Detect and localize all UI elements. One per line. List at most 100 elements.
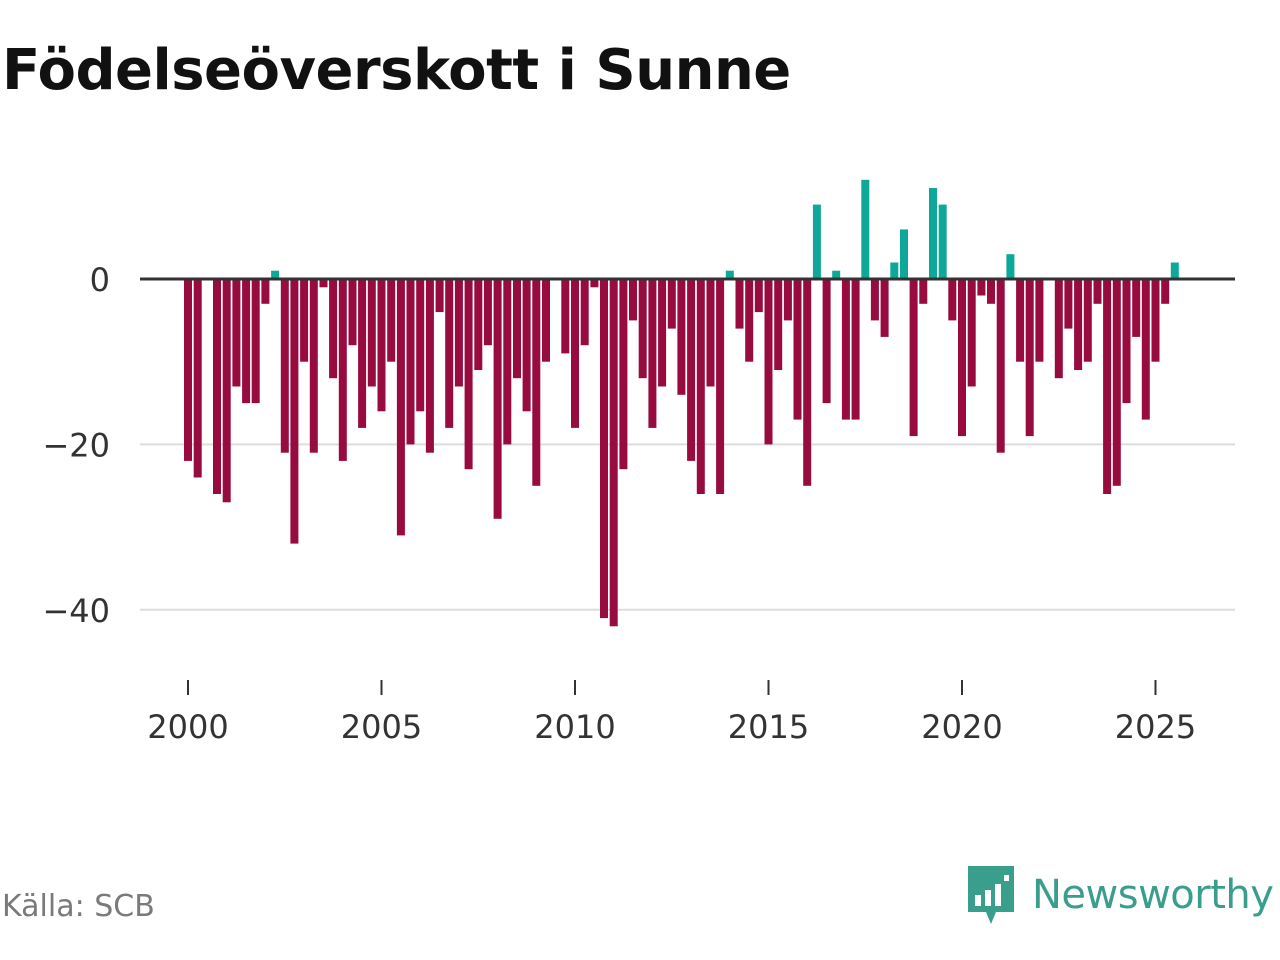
bar [958,279,966,437]
bar [222,279,231,503]
bar [1006,254,1015,279]
bar [280,279,289,453]
bar [725,270,734,279]
bar [358,279,367,428]
bar [474,279,483,370]
bar [880,279,889,337]
bar [638,279,647,379]
bar [706,279,715,387]
bar [319,279,328,288]
x-tick-label: 2010 [534,708,615,746]
bar [929,188,937,279]
bar [232,279,241,387]
brand-logo[interactable]: Newsworthy [966,866,1274,924]
bar [783,279,792,321]
bar [435,279,444,313]
bar [242,279,251,404]
bar [184,279,192,461]
bar [1103,279,1112,494]
bar [590,279,599,288]
source-note: Källa: SCB [2,889,155,924]
x-tick-label: 2025 [1115,708,1196,746]
bar [774,279,783,370]
bar [406,279,415,445]
bar [493,279,502,519]
bar [1141,279,1150,420]
bar [745,279,754,362]
bar [658,279,667,387]
x-tick-label: 2005 [341,708,422,746]
bar [513,279,521,379]
bar [261,279,270,304]
bar [464,279,473,470]
bar [1132,279,1141,337]
bar [542,279,550,362]
bar [832,270,841,279]
bar [861,179,870,279]
bar [822,279,831,404]
bar [609,279,618,627]
newsworthy-logo-icon [968,866,1014,924]
bar [716,279,725,494]
y-tick-label: −20 [42,426,110,464]
bar [677,279,686,395]
bar [213,279,221,494]
x-tick-label: 2000 [147,708,228,746]
bar [987,279,995,304]
bar [764,279,773,445]
grid-lines [140,443,1235,611]
bar [193,279,202,478]
x-tick-label: 2020 [921,708,1002,746]
bar [1151,279,1160,362]
bar [348,279,357,346]
bar [338,279,347,461]
bar [1054,279,1063,379]
bar [687,279,696,461]
bar [1016,279,1025,362]
bar [532,279,541,486]
x-axis: 2000 2005 2010 2015 2020 2025 [147,680,1196,746]
bar [416,279,425,412]
x-tick-label: 2015 [728,708,809,746]
bar [271,270,280,279]
y-tick-label: −40 [42,592,110,630]
y-axis: 0 −20 −40 [42,261,110,630]
brand-name: Newsworthy [1032,872,1274,918]
bar [977,279,986,296]
y-tick-label: 0 [90,261,110,299]
bar [1161,279,1170,304]
bars [184,179,1179,627]
bar [445,279,454,428]
bar [309,279,318,453]
bar [396,279,405,536]
bar [1025,279,1034,437]
bar [619,279,628,470]
bar [251,279,260,404]
bar [1122,279,1131,404]
bar [919,279,928,304]
bar [290,279,299,544]
bar [329,279,338,379]
bar [367,279,376,387]
bar [841,279,850,420]
bar [890,262,899,279]
bar [1074,279,1083,370]
bar [300,279,309,362]
bar [812,204,821,279]
chart-title: Födelseöverskott i Sunne [2,38,791,103]
bar [561,279,570,354]
bar [629,279,637,321]
bar [483,279,492,346]
bar [803,279,812,486]
bar [503,279,512,445]
bar [1170,262,1179,279]
bar [938,204,947,279]
bar [454,279,463,387]
bar [996,279,1005,453]
bar [1064,279,1073,329]
bar [648,279,657,428]
bar [900,229,908,279]
bar [667,279,676,329]
bar-chart: 0 −20 −40 2000 2005 2010 2015 2020 2025 [42,179,1235,746]
bar [754,279,763,313]
